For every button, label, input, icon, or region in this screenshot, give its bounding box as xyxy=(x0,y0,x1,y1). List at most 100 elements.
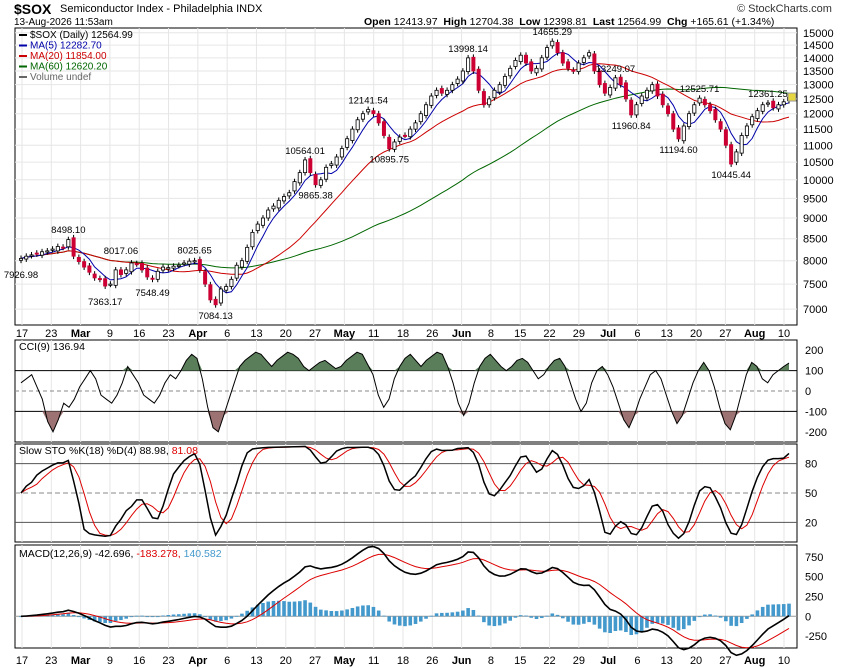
candle-body xyxy=(771,100,776,109)
x-tick-label-bottom: 26 xyxy=(426,655,438,667)
x-tick-label-top: 23 xyxy=(45,328,57,340)
macd-hist-bar xyxy=(92,616,97,622)
candle-body xyxy=(466,57,471,73)
candle-body xyxy=(755,110,760,119)
macd-hist-bar xyxy=(271,600,276,617)
candle-body xyxy=(34,252,39,255)
candle-body xyxy=(760,104,765,112)
macd-title: MACD(12,26,9) -42.696, -183.278, 140.582 xyxy=(19,548,222,560)
x-tick-label-top: 27 xyxy=(719,328,731,340)
candle-body xyxy=(371,110,376,115)
x-tick-label-bottom: 18 xyxy=(397,655,409,667)
candle-body xyxy=(497,84,502,93)
candle-body xyxy=(224,286,229,291)
watermark: © StockCharts.com xyxy=(737,3,832,15)
cci-positive-fill xyxy=(21,352,789,371)
price-y-tick-label: 8500 xyxy=(803,234,827,246)
candle-body xyxy=(697,97,702,104)
candle-body xyxy=(18,258,23,261)
candle-body xyxy=(250,231,255,248)
macd-hist-bar xyxy=(145,616,150,618)
macd-hist-bar xyxy=(755,610,760,617)
macd-hist-bar xyxy=(403,616,407,627)
candle-body xyxy=(639,95,644,104)
price-annotation: 9865.38 xyxy=(298,191,332,202)
candle-body xyxy=(45,250,50,253)
x-tick-label-bottom: 23 xyxy=(162,655,174,667)
candle-body xyxy=(297,172,302,184)
x-tick-label-top: 8 xyxy=(488,328,494,340)
candle-body xyxy=(508,67,513,77)
candle-body xyxy=(676,127,681,140)
last-price-marker xyxy=(787,92,797,102)
candle-body xyxy=(171,265,176,269)
x-tick-label-bottom: 11 xyxy=(368,655,379,667)
macd-hist-bar xyxy=(319,609,323,617)
macd-hist-bar xyxy=(224,616,228,621)
price-y-tick-label: 13000 xyxy=(803,80,834,92)
macd-hist-bar xyxy=(229,616,234,619)
x-tick-label-top: 29 xyxy=(573,328,585,340)
candle-body xyxy=(776,104,781,110)
macd-hist-bar xyxy=(629,616,633,636)
x-tick-label-bottom: 15 xyxy=(514,655,526,667)
candle-body xyxy=(692,104,697,114)
candle-body xyxy=(176,264,181,267)
macd-hist-bar xyxy=(466,608,470,617)
candle-body xyxy=(460,70,465,82)
macd-hist-bar xyxy=(434,613,439,617)
macd-hist-bar xyxy=(750,614,754,617)
open-label: Open xyxy=(364,16,391,28)
sto-y-tick-label: 20 xyxy=(805,517,817,529)
last-label: Last xyxy=(592,16,615,28)
candle-body xyxy=(40,251,45,256)
candle-body xyxy=(308,158,313,174)
macd-title-part: 140.582 xyxy=(184,548,222,560)
x-tick-label-top: Aug xyxy=(744,328,765,340)
x-tick-label-bottom: 13 xyxy=(661,655,673,667)
candle-body xyxy=(76,257,81,263)
macd-hist-bar xyxy=(255,604,260,617)
macd-hist-bar xyxy=(482,616,486,623)
price-y-tick-label: 10500 xyxy=(803,157,834,169)
macd-hist-bar xyxy=(555,614,560,617)
macd-hist-bar xyxy=(355,606,360,617)
quote-bar: Open 12413.97 High 12704.38 Low 12398.81… xyxy=(364,16,774,28)
candle-body xyxy=(61,246,66,249)
price-y-tick-label: 11000 xyxy=(803,140,833,152)
x-tick-label-top: 27 xyxy=(309,328,321,340)
macd-hist-bar xyxy=(634,616,639,635)
macd-y-tick-label: 500 xyxy=(805,572,823,584)
macd-hist-bar xyxy=(82,616,86,619)
candle-body xyxy=(555,42,560,54)
candle-body xyxy=(492,89,497,99)
macd-hist-bar xyxy=(708,614,712,617)
candle-body xyxy=(629,99,634,116)
candle-body xyxy=(260,217,265,226)
macd-hist-bar xyxy=(182,613,186,617)
price-y-tick-label: 7500 xyxy=(803,279,827,291)
macd-hist-bar xyxy=(692,616,697,621)
x-tick-label-top: 18 xyxy=(397,328,409,340)
macd-hist-bar xyxy=(534,616,539,620)
candle-body xyxy=(408,128,413,138)
macd-hist-bar xyxy=(387,616,392,622)
x-tick-label-top: 22 xyxy=(543,328,555,340)
price-annotation: 11960.84 xyxy=(612,121,651,132)
candle-body xyxy=(545,47,550,58)
candle-body xyxy=(129,262,134,273)
candle-body xyxy=(71,237,76,257)
candle-body xyxy=(350,128,355,141)
macd-hist-bar xyxy=(166,614,171,617)
last-value: 12564.99 xyxy=(617,16,662,28)
candle-body xyxy=(197,259,202,271)
candle-body xyxy=(781,101,786,106)
candle-body xyxy=(450,84,455,91)
macd-hist-bar xyxy=(687,616,691,626)
price-annotation: 8025.65 xyxy=(177,246,211,257)
macd-hist-bar xyxy=(261,602,265,617)
macd-hist-bar xyxy=(655,616,660,623)
macd-hist-bar xyxy=(461,610,465,617)
candle-body xyxy=(345,138,350,148)
macd-hist-bar xyxy=(119,616,123,621)
